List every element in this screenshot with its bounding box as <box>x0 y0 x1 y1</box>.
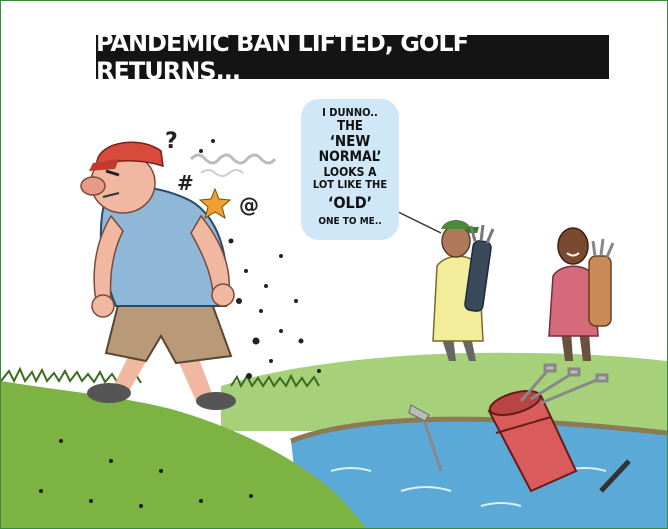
golf-bag-icon <box>487 363 609 493</box>
right-golfer <box>548 227 615 361</box>
at-symbol: @ <box>239 193 259 217</box>
bubble-line: I DUNNO.. <box>322 106 378 119</box>
bubble-line: ‘OLD’ <box>327 193 373 212</box>
floating-grip <box>599 459 631 493</box>
bubble-line: ‘NEW <box>329 132 371 150</box>
water-hazard <box>291 419 667 528</box>
bubble-line: LOT LIKE THE <box>312 178 388 191</box>
title-banner: PANDEMIC BAN LIFTED, GOLF RETURNS... <box>96 29 609 85</box>
bubble-line: NORMAL’ <box>318 149 382 165</box>
golf-club-icon <box>519 363 609 405</box>
bubble-line: LOOKS A <box>323 165 377 179</box>
anger-squiggle <box>189 153 277 165</box>
cartoon-title: PANDEMIC BAN LIFTED, GOLF RETURNS... <box>96 29 469 85</box>
speech-bubble: I DUNNO.. THE ‘NEW NORMAL’ LOOKS A LOT L… <box>301 99 399 240</box>
question-mark: ? <box>165 129 178 154</box>
bubble-line: THE <box>337 119 363 134</box>
middle-golfer <box>432 220 495 361</box>
star-icon <box>198 187 232 220</box>
bubble-line: ONE TO ME.. <box>318 216 382 227</box>
hash-symbol: # <box>177 171 194 195</box>
angry-golfer <box>80 141 236 410</box>
front-grass <box>1 381 366 528</box>
